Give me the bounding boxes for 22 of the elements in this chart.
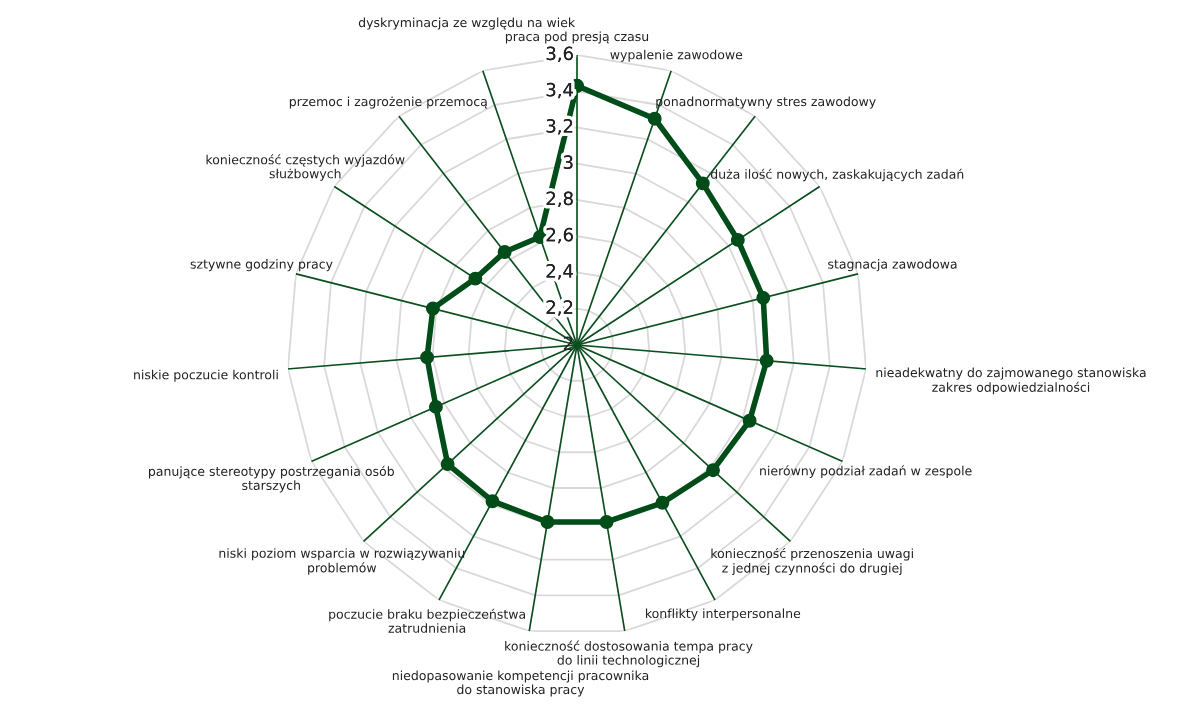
spoke-label: sztywne godziny pracy	[190, 259, 333, 272]
spoke-label: wypalenie zawodowe	[610, 49, 743, 62]
spoke-label: konieczność dostosowania tempa pracy do linii technologicznej	[505, 640, 753, 668]
spoke-label: konflikty interpersonalne	[646, 608, 801, 621]
spoke-label: konieczność częstych wyjazdów służbowych	[206, 154, 405, 181]
spoke-label: niskie poczucie kontroli	[134, 369, 278, 382]
spoke-label: stagnacja zawodowa	[828, 259, 957, 272]
spoke-label: niski poziom wsparcia w rozwiązywaniu problemów	[219, 548, 465, 575]
spoke-label: panujące stereotypy postrzegania osób starszych	[149, 465, 394, 493]
y-tick-label: 2,6	[546, 227, 573, 244]
y-tick-label: 3	[563, 155, 573, 169]
y-tick-label: 3,4	[546, 82, 573, 99]
spoke-label: konieczność przenoszenia uwagi z jednej czynności do drugiej	[711, 547, 913, 576]
y-tick-label: 3,6	[546, 46, 573, 63]
spoke-label: duża ilość nowych, zaskakujących zadań	[710, 168, 964, 182]
y-tick-label: 2	[563, 336, 573, 350]
spoke-label: dyskryminacja ze względu na wiek	[358, 17, 576, 30]
spoke-label: nierówny podział zadań w zespole	[760, 465, 972, 478]
spoke-label: przemoc i zagrożenie przemocą	[289, 96, 488, 109]
spoke-label: niedopasowanie kompetencji pracownika do stanowiska pracy	[392, 670, 649, 697]
spoke-label: nieadekwatny do zajmowanego stanowiska zakres odpowiedzialności	[876, 367, 1146, 395]
spoke-label: praca pod presją czasu	[505, 31, 649, 44]
